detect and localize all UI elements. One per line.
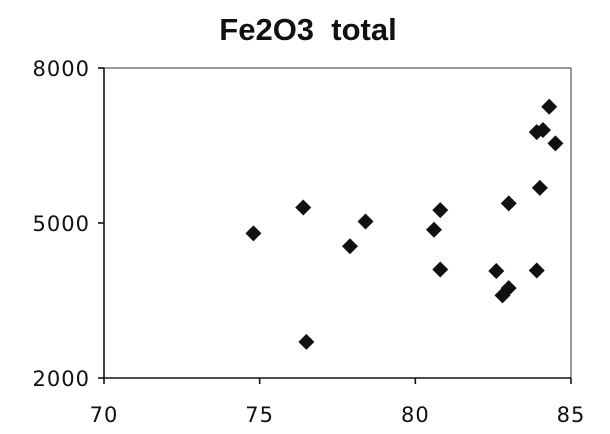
data-point	[547, 135, 564, 152]
plot-frame	[103, 67, 572, 379]
data-point	[295, 199, 312, 216]
data-point	[541, 98, 558, 115]
data-point	[534, 122, 551, 138]
x-tick-label: 75	[245, 403, 274, 427]
x-tick-label: 85	[557, 403, 586, 427]
y-tick-label: 8000	[33, 57, 90, 81]
data-point	[357, 213, 374, 230]
data-point	[432, 261, 449, 278]
data-point	[500, 195, 517, 212]
x-tick-label: 80	[401, 403, 430, 427]
data-point	[298, 333, 315, 350]
y-axis-ticks: 2000 5000 8000	[33, 57, 104, 391]
data-point	[426, 221, 443, 238]
data-point	[528, 262, 545, 279]
x-tick-label: 70	[90, 403, 119, 427]
data-point	[500, 280, 517, 297]
data-point	[341, 238, 358, 255]
data-points	[245, 98, 564, 350]
y-tick-label: 5000	[33, 212, 90, 236]
data-point	[531, 179, 548, 196]
data-point	[488, 263, 505, 280]
y-tick-label: 2000	[33, 367, 90, 391]
x-axis-ticks: 70 75 80 85	[90, 378, 586, 427]
data-point	[432, 202, 449, 219]
chart-title: Fe2O3 total	[219, 12, 396, 47]
data-point	[245, 225, 262, 242]
